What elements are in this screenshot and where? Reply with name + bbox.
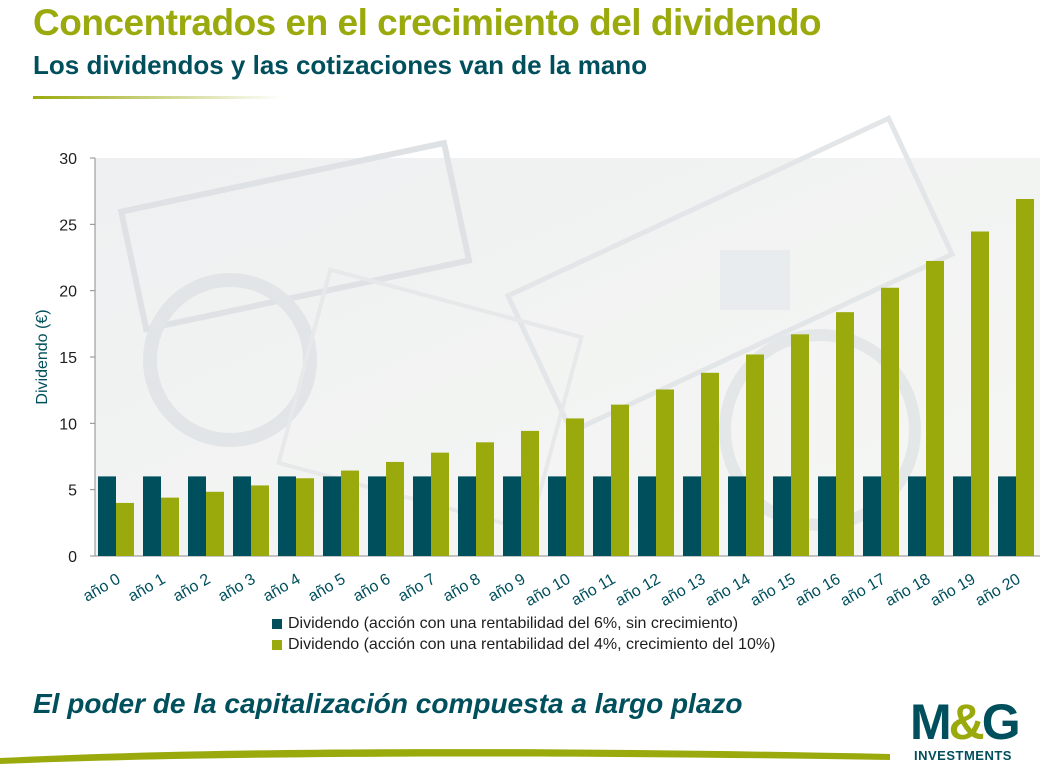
banknote-decoration [720, 250, 790, 310]
bar-series-1 [98, 476, 116, 556]
logo-letter-m: M [910, 694, 952, 750]
x-tick-label: año 15 [748, 571, 799, 610]
bar-series-1 [368, 476, 386, 556]
bar-series-2 [971, 231, 989, 557]
bar-series-2 [881, 287, 899, 556]
title-underline [33, 96, 283, 99]
bar-series-2 [611, 404, 629, 556]
bar-series-2 [746, 354, 764, 556]
legend-label-series-2: Dividendo (acción con una rentabilidad d… [288, 636, 776, 653]
bar-series-2 [296, 478, 314, 556]
bar-series-2 [521, 430, 539, 556]
legend-entry-series-2: Dividendo (acción con una rentabilidad d… [272, 634, 775, 655]
bar-series-2 [116, 502, 134, 556]
bar-series-2 [476, 442, 494, 556]
bar-series-1 [548, 476, 566, 556]
banknote-decoration [276, 267, 584, 533]
bar-series-1 [863, 476, 881, 556]
legend-swatch-series-2 [272, 639, 282, 650]
bar-series-2 [566, 418, 584, 556]
bar-series-1 [953, 476, 971, 556]
logo-ampersand: & [948, 694, 985, 750]
legend-swatch-series-1 [272, 618, 282, 629]
logo-subtitle: INVESTMENTS [914, 748, 1012, 763]
x-tick-label: año 16 [793, 571, 844, 610]
x-tick-label: año 12 [613, 571, 664, 610]
bar-series-1 [728, 476, 746, 556]
bar-series-2 [206, 491, 224, 556]
bar-series-1 [593, 476, 611, 556]
bar-series-1 [413, 476, 431, 556]
bar-series-1 [503, 476, 521, 556]
x-tick-label: año 2 [170, 571, 213, 606]
x-tick-label: año 1 [125, 571, 168, 606]
y-tick-label: 15 [59, 350, 77, 367]
bar-series-2 [386, 461, 404, 556]
bottom-decorative-swoosh [0, 749, 890, 764]
bar-series-1 [638, 476, 656, 556]
x-tick-label: año 5 [305, 571, 348, 606]
bar-series-1 [683, 476, 701, 556]
bar-series-2 [701, 372, 719, 556]
y-tick-label: 5 [68, 483, 77, 500]
x-tick-label: año 6 [350, 571, 393, 606]
y-axis-title: Dividendo (€) [34, 309, 51, 404]
x-tick-label: año 10 [523, 571, 574, 610]
bar-series-2 [251, 485, 269, 556]
y-tick-label: 10 [59, 416, 77, 433]
legend-label-series-1: Dividendo (acción con una rentabilidad d… [288, 615, 739, 632]
chart-bars [98, 198, 1034, 557]
x-tick-label: año 20 [973, 571, 1024, 610]
x-tick-label: año 11 [569, 571, 619, 610]
x-tick-label: año 0 [80, 571, 123, 606]
legend-entry-series-1: Dividendo (acción con una rentabilidad d… [272, 613, 775, 634]
x-tick-label: año 18 [883, 571, 934, 610]
x-tick-label: año 3 [215, 571, 258, 606]
bar-series-1 [818, 476, 836, 556]
x-tick-label: año 17 [838, 571, 889, 610]
banknote-decoration [143, 273, 317, 447]
banknote-decoration [504, 114, 956, 436]
x-tick-label: año 9 [485, 571, 528, 606]
page-subtitle: Los dividendos y las cotizaciones van de… [33, 50, 648, 80]
bar-series-2 [836, 312, 854, 556]
bar-series-2 [1016, 198, 1034, 556]
logo-letter-g: G [981, 694, 1021, 750]
bar-series-1 [458, 476, 476, 556]
y-tick-label: 20 [59, 284, 77, 301]
logo-mark: M&G [910, 694, 1021, 750]
bar-series-1 [233, 476, 251, 556]
x-tick-label: año 7 [395, 571, 438, 606]
y-tick-label: 30 [59, 151, 77, 168]
bar-series-2 [926, 260, 944, 556]
bar-series-2 [791, 334, 809, 556]
bar-series-1 [908, 476, 926, 556]
bar-series-1 [278, 476, 296, 556]
bar-series-1 [773, 476, 791, 556]
bar-series-1 [188, 476, 206, 556]
bar-series-2 [656, 389, 674, 556]
bar-series-2 [161, 497, 179, 556]
x-tick-label: año 4 [260, 571, 303, 606]
x-tick-label: año 13 [658, 571, 709, 610]
bar-series-1 [143, 476, 161, 556]
x-tick-label: año 19 [928, 571, 979, 610]
bar-series-1 [998, 476, 1016, 556]
mg-investments-logo: M&G INVESTMENTS [908, 696, 1048, 766]
y-tick-label: 0 [68, 549, 77, 566]
bar-series-1 [323, 476, 341, 556]
banknote-decoration [117, 139, 473, 333]
chart-legend: Dividendo (acción con una rentabilidad d… [272, 613, 775, 655]
bar-series-2 [341, 470, 359, 556]
bar-series-2 [431, 452, 449, 556]
x-tick-label: año 8 [440, 571, 483, 606]
y-tick-label: 25 [59, 217, 77, 234]
tagline: El poder de la capitalización compuesta … [33, 688, 743, 719]
x-tick-label: año 14 [703, 571, 754, 610]
page-title: Concentrados en el crecimiento del divid… [33, 2, 822, 43]
